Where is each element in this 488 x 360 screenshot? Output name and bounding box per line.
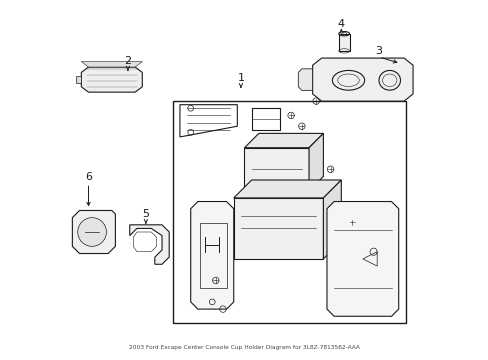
Polygon shape xyxy=(81,62,142,67)
Polygon shape xyxy=(129,225,169,264)
Bar xyxy=(233,198,323,259)
Text: 1: 1 xyxy=(237,73,244,83)
Ellipse shape xyxy=(78,218,106,246)
Polygon shape xyxy=(323,180,341,259)
Bar xyxy=(338,34,349,51)
Polygon shape xyxy=(81,67,142,92)
Bar xyxy=(244,148,308,191)
Polygon shape xyxy=(233,180,341,198)
Polygon shape xyxy=(244,134,323,148)
Polygon shape xyxy=(190,202,233,309)
Text: 6: 6 xyxy=(85,172,92,182)
Polygon shape xyxy=(308,134,323,191)
Text: 2: 2 xyxy=(124,56,131,66)
Polygon shape xyxy=(298,69,312,90)
Bar xyxy=(199,223,226,288)
Polygon shape xyxy=(326,202,398,316)
Bar xyxy=(172,101,405,323)
Polygon shape xyxy=(76,76,81,83)
Polygon shape xyxy=(312,58,412,101)
Text: 3: 3 xyxy=(375,46,382,55)
Text: 4: 4 xyxy=(337,19,344,29)
Text: 2003 Ford Escape Center Console Cup Holder Diagram for 3L8Z-7813562-AAA: 2003 Ford Escape Center Console Cup Hold… xyxy=(129,345,359,350)
Polygon shape xyxy=(72,211,115,253)
Text: 5: 5 xyxy=(142,209,149,219)
